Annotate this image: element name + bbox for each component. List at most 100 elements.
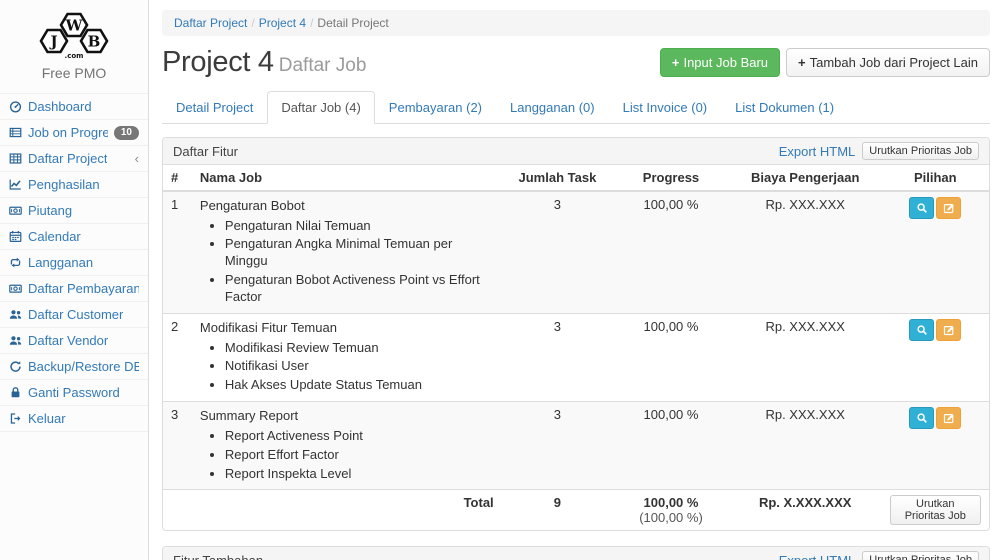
dashboard-icon — [9, 100, 22, 113]
job-subitems: Modifikasi Review TemuanNotifikasi User H… — [225, 340, 494, 395]
sidebar-item-langganan[interactable]: Langganan — [0, 249, 148, 275]
panel-tools: Export HTML Urutkan Prioritas Job — [779, 142, 979, 160]
col-number: # — [163, 165, 192, 192]
col-pilihan: Pilihan — [881, 165, 989, 192]
job-cost: Rp. XXX.XXX — [765, 197, 845, 212]
tab-list-dokumen-1[interactable]: List Dokumen (1) — [735, 100, 835, 115]
svg-text:.com: .com — [65, 52, 84, 60]
job-number: 1 — [171, 197, 179, 212]
sidebar-item-label: Daftar Pembayaran — [28, 281, 139, 296]
table-body: 1 Pengaturan Bobot Pengaturan Nilai Temuan… — [163, 191, 989, 490]
sidebar-item-piutang[interactable]: Piutang — [0, 197, 148, 223]
view-job-button[interactable] — [909, 319, 935, 341]
job-name-cell: Modifikasi Fitur Temuan Modifikasi Review… — [192, 314, 502, 402]
tambah-job-dari-project-lain-button[interactable]: + Tambah Job dari Project Lain — [786, 48, 990, 77]
sidebar-item-daftar-vendor[interactable]: Daftar Vendor — [0, 327, 148, 353]
sidebar-item-daftar-pembayaran[interactable]: Daftar Pembayaran — [0, 275, 148, 301]
panel-heading: Daftar Fitur Export HTML Urutkan Priorit… — [163, 138, 989, 165]
job-subitem: Pengaturan Bobot Activeness Point vs Eff… — [225, 272, 494, 306]
money-icon — [9, 204, 22, 217]
breadcrumb-link-project-4[interactable]: Project 4 — [258, 16, 307, 30]
count-badge: 10 — [113, 125, 139, 140]
col-nama-job: Nama Job — [191, 165, 502, 192]
jwb-logo-icon: W J B .com — [39, 12, 109, 60]
panel-title: Daftar Fitur — [173, 143, 239, 159]
col-biaya: Biaya Pengerjaan — [728, 165, 882, 192]
sort-priority-button[interactable]: Urutkan Prioritas Job — [862, 551, 979, 560]
export-html-link[interactable]: Export HTML — [779, 553, 856, 560]
col-progress: Progress — [613, 165, 729, 192]
sidebar-item-label: Langganan — [28, 255, 94, 270]
edit-job-button[interactable] — [936, 197, 962, 219]
edit-job-button[interactable] — [936, 319, 962, 341]
sidebar-item-job-on-progress[interactable]: Job on Progress 10 — [0, 119, 148, 145]
header-actions: + Input Job Baru + Tambah Job dari Project … — [659, 48, 990, 77]
job-subitem: Pengaturan Angka Minimal Temuan per Ming… — [225, 236, 494, 270]
sidebar-item-label: Dashboard — [28, 99, 92, 114]
sidebar-item-ganti-password[interactable]: Ganti Password — [0, 379, 148, 405]
svg-text:W: W — [65, 17, 84, 35]
sidebar-item-label: Ganti Password — [28, 385, 120, 400]
page-header: Project 4 Daftar Job + Input Job Baru + Tamb… — [162, 46, 990, 79]
input-job-baru-button[interactable]: + Input Job Baru — [659, 48, 781, 77]
sidebar-item-daftar-project[interactable]: Daftar Project ‹ — [0, 145, 148, 171]
plus-icon: + — [671, 55, 680, 70]
job-actions — [882, 191, 989, 314]
sort-priority-button[interactable]: Urutkan Prioritas Job — [862, 142, 979, 160]
sidebar-item-keluar[interactable]: Keluar — [0, 405, 148, 432]
sidebar-item-dashboard[interactable]: Dashboard — [0, 93, 148, 119]
sidebar-item-calendar[interactable]: Calendar — [0, 223, 148, 249]
tab-bar: Detail Project Daftar Job (4) Pembayaran (… — [162, 91, 990, 124]
job-cost: Rp. XXX.XXX — [765, 319, 845, 334]
sidebar-item-label: Daftar Customer — [28, 307, 124, 322]
job-subitem: Report Activeness Point — [225, 428, 494, 445]
sidebar-item-label: Penghasilan — [28, 177, 100, 192]
view-job-button[interactable] — [909, 197, 935, 219]
rows-icon — [9, 126, 22, 139]
sidebar-item-backup-restore-db[interactable]: Backup/Restore DB — [0, 353, 148, 379]
job-actions — [882, 314, 989, 402]
job-name-cell: Summary ReportReport Activeness PointRep… — [192, 402, 502, 490]
total-progress: 100,00 % (100,00 %) — [613, 489, 729, 531]
job-row: 2 Modifikasi Fitur Temuan Modifikasi Revie… — [163, 313, 989, 402]
tab-pembayaran-2[interactable]: Pembayaran (2) — [388, 100, 483, 115]
job-subitems: Report Activeness Point Report Effort Fac… — [225, 428, 494, 483]
view-job-button[interactable] — [909, 407, 935, 430]
money-icon — [9, 282, 22, 295]
job-row: 3 Summary ReportReport Activeness PointRe… — [163, 401, 989, 490]
job-actions — [882, 402, 989, 490]
sort-priority-button[interactable]: Urutkan Prioritas Job — [889, 495, 981, 526]
job-name-cell: Pengaturan BobotPengaturan Nilai TemuanP… — [192, 191, 502, 314]
table-total-row: Total 9 100,00 % (100,00 %) Rp. X.XXX.XX… — [163, 489, 989, 531]
page-title-group: Project 4 Daftar Job — [162, 46, 366, 79]
page-title: Project 4 — [162, 46, 274, 78]
breadcrumb: Daftar Project / Project 4/Detail Project — [162, 10, 990, 36]
sidebar-item-label: Daftar Project — [28, 151, 108, 166]
table-header-row: # Nama Job Jumlah Task Progress Biaya Pe… — [163, 165, 989, 192]
users-icon — [9, 308, 22, 321]
plus-icon: + — [798, 55, 806, 70]
tab-langganan-0[interactable]: Langganan (0) — [510, 100, 595, 115]
job-name: Modifikasi Fitur Temuan — [199, 320, 337, 335]
job-task-count: 3 — [553, 319, 562, 334]
sidebar-item-label: Piutang — [28, 203, 73, 218]
tab-detail-project[interactable]: Detail Project — [176, 100, 254, 115]
edit-job-button[interactable] — [936, 407, 962, 430]
tab-daftar-job-4[interactable]: Daftar Job (4) — [267, 91, 375, 124]
export-html-link[interactable]: Export HTML — [778, 143, 856, 159]
sidebar-item-penghasilan[interactable]: Penghasilan — [0, 171, 148, 197]
job-number: 3 — [171, 407, 179, 423]
users-icon — [9, 334, 22, 347]
job-number: 2 — [171, 319, 179, 334]
panel-tools: Export HTML Urutkan Prioritas Job — [779, 551, 979, 560]
sidebar-item-daftar-customer[interactable]: Daftar Customer — [0, 301, 148, 327]
breadcrumb-link-daftar-project[interactable]: Daftar Project — [174, 16, 248, 30]
job-subitem: Modifikasi Review Temuan — [225, 340, 494, 357]
app-logo: W J B .com Free PMO — [0, 0, 148, 93]
sidebar-item-label: Job on Progress — [28, 125, 108, 140]
job-subitem: Report Inspekta Level — [225, 466, 494, 483]
svg-text:J: J — [48, 33, 57, 51]
chevron-left-icon: ‹ — [134, 151, 139, 166]
tab-list-invoice-0[interactable]: List Invoice (0) — [622, 100, 708, 115]
breadcrumb-current-detail-project: Detail Project — [317, 16, 389, 30]
